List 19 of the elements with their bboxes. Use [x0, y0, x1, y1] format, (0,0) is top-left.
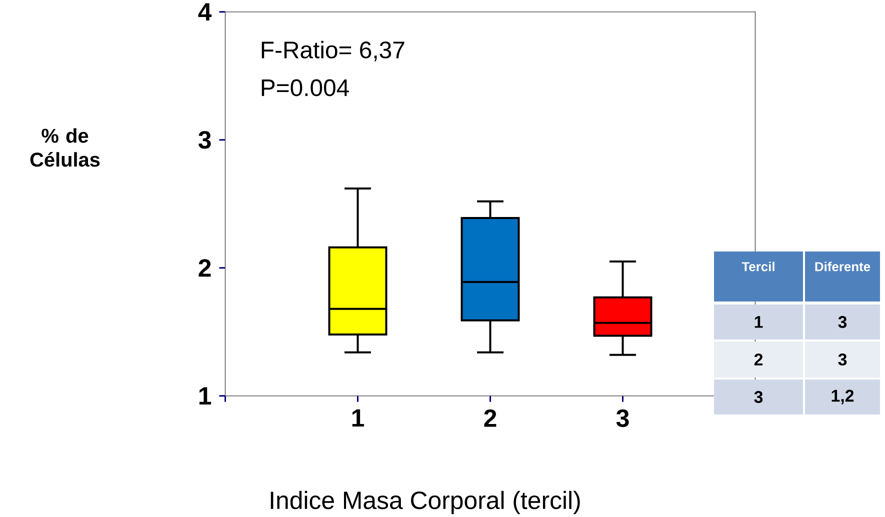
y-tick-label: 4 — [198, 3, 212, 20]
text: Diferente — [815, 261, 870, 271]
annotation: 2 — [754, 353, 763, 366]
y-tick-label: 1 — [199, 387, 212, 404]
annotation: P=0.004 — [262, 79, 349, 96]
x-tick-label: 3 — [616, 409, 629, 427]
y-axis-title: % de Células — [30, 128, 100, 167]
annotation: Tercil — [742, 261, 774, 271]
x-tick-label: 1 — [352, 409, 364, 426]
y-tick-label: 2 — [198, 258, 211, 276]
annotation: 1 — [754, 316, 763, 328]
x-axis-title: Indice Masa Corporal (tercil) — [270, 490, 580, 514]
annotation: F-Ratio= 6,37 — [262, 40, 404, 62]
text: 1,2 — [832, 390, 854, 404]
annotation: 3 — [754, 390, 763, 403]
text: 3 — [838, 353, 847, 366]
y-tick-label: 3 — [198, 130, 211, 148]
x-tick-label: 2 — [484, 409, 496, 427]
text: 3 — [838, 316, 847, 328]
